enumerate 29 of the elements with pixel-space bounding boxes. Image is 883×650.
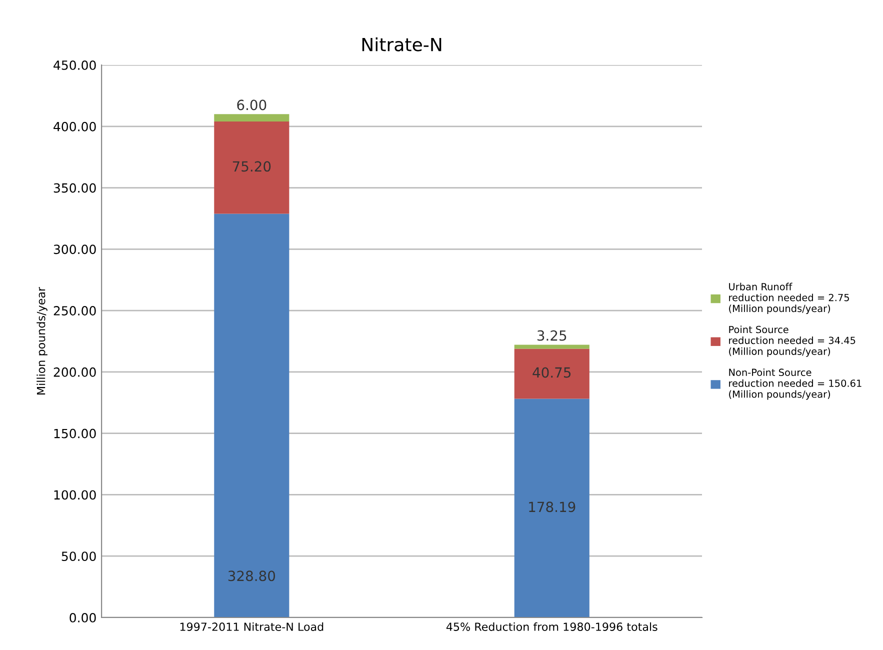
legend-label: Urban Runoff reduction needed = 2.75 (Million pounds/year) [729,282,849,314]
y-tick-label: 350.00 [54,183,96,193]
bar [514,348,590,399]
data-label: 3.25 [537,330,566,341]
y-axis-title: Million pounds/year [36,286,48,394]
data-label: 6.00 [237,100,266,110]
bar [514,398,590,618]
data-label: 75.20 [232,161,271,172]
data-label: 40.75 [532,367,571,378]
chart-title: Nitrate-N [362,37,442,52]
y-tick-label: 250.00 [54,306,96,316]
x-tick-label: 45% Reduction from 1980-1996 totals [446,622,658,631]
data-label: 328.80 [228,570,276,582]
bar [214,214,290,618]
y-tick-label: 0.00 [70,612,96,622]
data-label: 178.19 [529,502,576,512]
bar [514,344,590,349]
y-tick-label: 450.00 [54,60,96,70]
legend-label: Point Source reduction needed = 34.45 (Million pounds/year) [729,326,856,357]
legend-label: Non-Point Source reduction needed = 150.61 (Million pounds/year) [729,368,862,400]
y-tick-label: 100.00 [54,490,96,500]
y-tick-label: 50.00 [62,552,96,562]
x-tick-label: 1997-2011 Nitrate-N Load [180,622,324,631]
y-tick-label: 400.00 [54,122,96,132]
bar [214,121,290,214]
y-tick-label: 150.00 [54,428,96,438]
y-tick-label: 200.00 [54,367,96,377]
bar [214,114,290,122]
y-tick-label: 300.00 [54,244,96,254]
